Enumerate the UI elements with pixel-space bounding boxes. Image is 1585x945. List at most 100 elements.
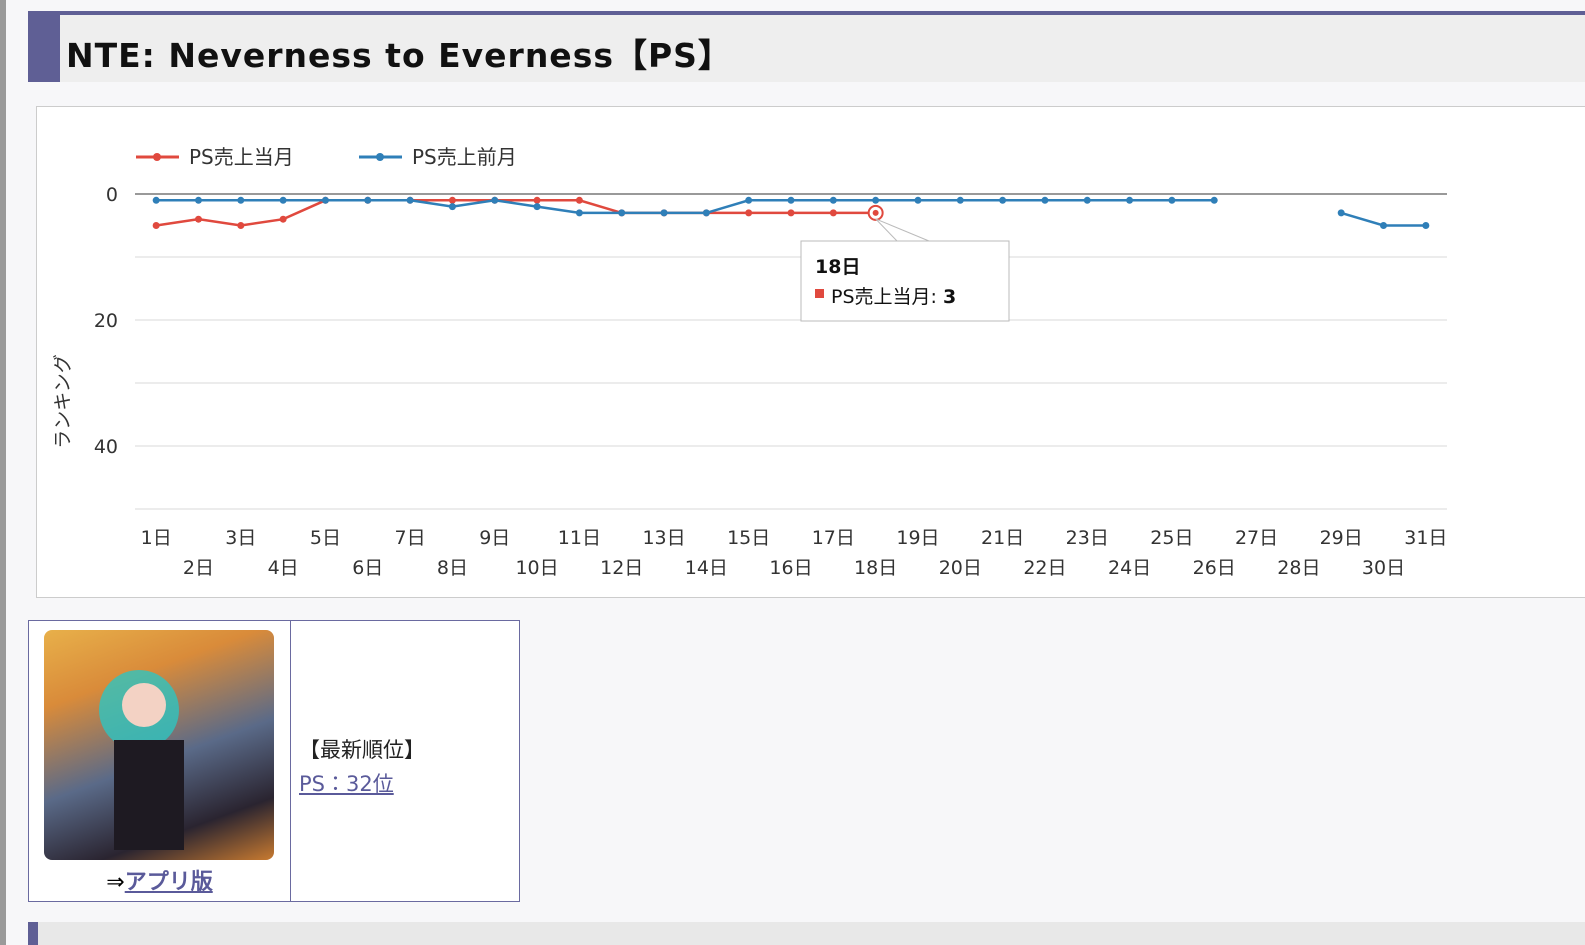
x-tick-label: 9日	[479, 527, 510, 549]
data-point	[152, 196, 160, 204]
data-point	[1041, 196, 1049, 204]
data-point	[575, 209, 583, 217]
data-point	[237, 222, 245, 229]
x-tick-label: 5日	[310, 527, 341, 549]
app-link[interactable]: アプリ版	[124, 870, 213, 895]
data-point	[533, 203, 541, 211]
series-line	[155, 199, 876, 227]
x-tick-label: 20日	[939, 557, 982, 579]
x-tick-label: 7日	[395, 527, 426, 549]
data-point	[745, 209, 753, 217]
data-point	[321, 196, 329, 204]
x-tick-label: 3日	[225, 527, 256, 549]
latest-rank: 【最新順位】 PS：32位	[299, 733, 425, 801]
legend-label: PS売上当月	[189, 145, 294, 169]
tooltip-separator: :	[931, 286, 937, 308]
x-tick-label: 1日	[141, 527, 172, 549]
x-tick-label: 23日	[1066, 527, 1109, 549]
x-tick-label: 17日	[812, 527, 855, 549]
data-point	[406, 196, 414, 204]
data-point	[533, 196, 541, 204]
tooltip-line: PS売上当月: 3	[831, 286, 956, 308]
x-tick-label: 22日	[1023, 557, 1066, 579]
data-point	[448, 196, 456, 204]
x-tick-label: 27日	[1235, 527, 1278, 549]
x-tick-label: 16日	[769, 557, 812, 579]
data-point	[279, 196, 287, 204]
header-inner: NTE: Neverness to Everness【PS】	[60, 15, 1585, 82]
page-title: NTE: Neverness to Everness【PS】	[66, 36, 732, 75]
x-tick-label: 8日	[437, 557, 468, 579]
highlight-dot	[872, 209, 879, 216]
x-tick-label: 31日	[1404, 527, 1447, 549]
legend-label: PS売上前月	[412, 145, 517, 169]
data-point	[956, 196, 964, 204]
next-header	[28, 922, 1585, 945]
data-point	[237, 196, 245, 204]
chart-box: 0 20 40 ランキング 1日 2日 3日 4日 5日 6日 7日 8日 9日 10日 11日 12日 13日…	[36, 106, 1585, 598]
legend-dot	[153, 153, 161, 161]
x-tick-label: 30日	[1362, 557, 1405, 579]
x-tick-label: 28日	[1277, 557, 1320, 579]
data-point	[999, 196, 1007, 204]
data-point	[1380, 222, 1388, 229]
x-tick-label: 10日	[515, 557, 558, 579]
image-cell: ⇒アプリ版	[29, 621, 291, 901]
tooltip-box	[800, 218, 1010, 322]
data-point	[702, 209, 710, 217]
data-point	[618, 209, 626, 217]
x-tick-label: 2日	[183, 557, 214, 579]
data-point	[491, 196, 499, 204]
x-tick-label: 6日	[352, 557, 383, 579]
data-point	[194, 196, 202, 204]
x-tick-label: 11日	[558, 527, 601, 549]
x-tick-label: 15日	[727, 527, 770, 549]
x-tick-label: 25日	[1150, 527, 1193, 549]
page-edge	[0, 0, 6, 945]
y-tick-label: 40	[94, 436, 118, 458]
data-point	[152, 222, 160, 229]
data-point	[194, 215, 202, 223]
data-point	[1210, 196, 1218, 204]
data-point	[872, 196, 880, 204]
arrow: ⇒	[106, 870, 125, 895]
legend-dot	[376, 153, 384, 161]
app-link-row: ⇒アプリ版	[29, 864, 290, 896]
x-tick-label: 19日	[896, 527, 939, 549]
latest-link[interactable]: PS：32位	[299, 772, 394, 796]
y-tick-label: 0	[106, 184, 118, 206]
data-point	[660, 209, 668, 217]
tooltip-swatch	[815, 289, 824, 298]
data-point	[364, 196, 372, 204]
data-point	[1337, 209, 1345, 217]
data-point	[575, 196, 583, 204]
data-point	[279, 215, 287, 223]
data-point	[787, 209, 795, 217]
data-point	[745, 196, 753, 204]
x-tick-label: 14日	[685, 557, 728, 579]
x-tick-label: 29日	[1320, 527, 1363, 549]
header: NTE: Neverness to Everness【PS】	[28, 11, 1585, 82]
x-tick-label: 4日	[268, 557, 299, 579]
info-table: ⇒アプリ版 【最新順位】 PS：32位	[28, 620, 520, 902]
y-tick-label: 20	[94, 310, 118, 332]
data-point	[448, 203, 456, 211]
data-point	[829, 196, 837, 204]
tooltip-value: 3	[943, 286, 956, 308]
tooltip-title: 18日	[815, 256, 860, 278]
data-point	[1168, 196, 1176, 204]
data-point	[914, 196, 922, 204]
data-point	[1083, 196, 1091, 204]
x-tick-label: 24日	[1108, 557, 1151, 579]
x-tick-label: 26日	[1193, 557, 1236, 579]
app-image	[44, 630, 274, 860]
x-tick-label: 13日	[642, 527, 685, 549]
image-art	[99, 670, 184, 850]
x-tick-label: 12日	[600, 557, 643, 579]
latest-heading: 【最新順位】	[299, 738, 425, 762]
data-point	[1126, 196, 1134, 204]
tooltip-series: PS売上当月	[831, 286, 931, 308]
x-tick-label: 18日	[854, 557, 897, 579]
